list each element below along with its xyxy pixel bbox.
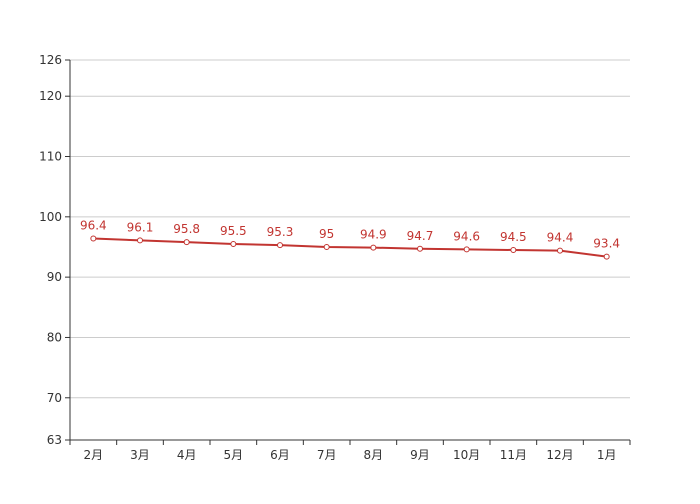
y-tick-label: 70 — [47, 391, 62, 405]
data-label: 93.4 — [593, 237, 620, 251]
data-point[interactable] — [323, 243, 330, 250]
x-tick-label: 3月 — [130, 448, 150, 462]
y-tick-label: 90 — [47, 270, 62, 284]
data-point[interactable] — [277, 242, 283, 249]
x-tick-label: 2月 — [84, 448, 104, 462]
data-point[interactable] — [90, 235, 97, 242]
data-point[interactable] — [230, 240, 237, 247]
y-tick-label: 110 — [39, 150, 62, 164]
data-point[interactable] — [370, 244, 377, 251]
data-point[interactable] — [603, 253, 610, 260]
series-line — [92, 237, 608, 258]
x-tick-label: 7月 — [317, 448, 337, 462]
data-point[interactable] — [183, 239, 190, 246]
x-tick-label: 5月 — [224, 448, 244, 462]
data-point[interactable] — [417, 245, 423, 252]
y-tick-label: 80 — [47, 330, 62, 344]
data-label: 96.4 — [80, 219, 107, 233]
data-point[interactable] — [557, 247, 563, 254]
data-point[interactable] — [463, 246, 470, 253]
y-tick-label: 63 — [47, 433, 62, 447]
axis-layer: 63 70 80 90 100 110 120 126 2月 3月 4月 5月 6月 7月 8月 9月 10月 1… — [39, 53, 631, 462]
data-label: 94.5 — [500, 230, 527, 244]
x-tick-label: 4月 — [177, 448, 197, 462]
x-tick-label: 12月 — [546, 448, 573, 462]
x-tick-label: 8月 — [364, 448, 384, 462]
y-tick-label: 120 — [39, 89, 62, 103]
y-tick-label: 100 — [39, 210, 62, 224]
data-point[interactable] — [137, 237, 143, 244]
series-layer — [90, 235, 610, 260]
data-label: 94.6 — [453, 229, 480, 243]
data-label-layer: 96.4 96.1 95.8 95.5 95.3 95 94.9 94.7 94.6 94.5 94… — [80, 219, 620, 251]
x-tick-label: 6月 — [270, 448, 290, 462]
x-tick-label: 10月 — [453, 448, 480, 462]
y-tick-label: 126 — [39, 53, 62, 67]
x-tick-label: 11月 — [500, 448, 527, 462]
data-point[interactable] — [510, 247, 517, 253]
data-label: 95.5 — [220, 224, 247, 238]
data-label: 94.7 — [407, 229, 434, 243]
data-label: 95 — [319, 227, 334, 241]
data-label: 95.3 — [267, 225, 294, 239]
data-label: 94.9 — [360, 228, 387, 242]
data-label: 94.4 — [547, 231, 574, 245]
x-tick-label: 1月 — [597, 448, 617, 462]
grid-layer — [70, 59, 630, 399]
x-tick-label: 9月 — [410, 448, 430, 462]
data-label: 95.8 — [173, 222, 200, 236]
data-label: 96.1 — [127, 220, 154, 234]
